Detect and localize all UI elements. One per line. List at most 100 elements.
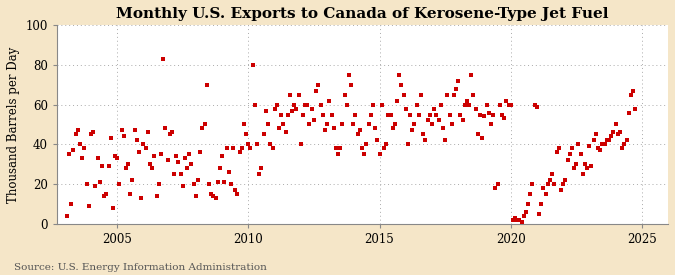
Point [523,202,534,206]
Point [243,142,254,147]
Point [573,142,584,147]
Point [350,112,361,117]
Point [512,218,522,222]
Point [103,164,114,169]
Point [427,122,437,127]
Point [365,112,376,117]
Point [549,182,560,186]
Point [313,82,324,87]
Point [346,82,356,87]
Point [276,112,287,117]
Point [90,184,101,188]
Point [112,156,123,161]
Point [136,196,146,200]
Point [232,192,243,196]
Point [619,142,630,147]
Point [538,186,549,190]
Point [123,162,134,166]
Point [481,102,492,107]
Point [462,98,472,103]
Point [192,178,203,182]
Point [171,154,182,158]
Point [422,118,433,123]
Point [514,218,524,222]
Point [317,112,328,117]
Point [208,194,219,198]
Point [213,180,223,185]
Point [271,102,282,107]
Point [603,138,614,143]
Point [506,102,516,107]
Point [508,218,518,222]
Point [374,152,385,156]
Point [221,146,232,150]
Point [215,166,225,170]
Point [280,130,291,135]
Point [460,102,470,107]
Point [383,112,394,117]
Point [545,178,556,182]
Point [425,112,435,117]
Point [120,166,131,170]
Point [197,126,208,131]
Point [176,172,186,177]
Point [405,112,416,117]
Point [540,192,551,196]
Point [217,154,227,158]
Point [370,126,381,131]
Point [394,73,404,77]
Point [110,154,121,158]
Point [84,204,95,208]
Point [284,92,295,97]
Point [433,118,444,123]
Point [167,130,178,135]
Point [589,138,599,143]
Point [510,216,520,220]
Point [324,98,335,103]
Point [536,202,547,206]
Point [582,166,593,170]
Point [485,122,496,127]
Point [322,122,333,127]
Point [464,102,475,107]
Point [149,154,160,158]
Point [488,112,499,117]
Point [265,142,275,147]
Point [132,138,142,143]
Point [164,132,175,137]
Point [617,146,628,150]
Point [250,102,261,107]
Point [77,156,88,161]
Point [494,102,505,107]
Point [125,192,136,196]
Point [263,122,273,127]
Point [490,186,501,190]
Point [483,110,494,115]
Point [225,182,236,186]
Point [342,102,352,107]
Point [429,106,439,111]
Point [162,158,173,163]
Point [306,106,317,111]
Point [97,164,107,169]
Point [219,180,230,185]
Point [468,92,479,97]
Point [437,126,448,131]
Point [525,192,536,196]
Point [372,138,383,143]
Point [361,142,372,147]
Point [472,132,483,137]
Point [296,142,306,147]
Point [204,182,215,186]
Point [186,162,197,166]
Point [554,146,564,150]
Point [400,106,411,111]
Point [564,152,575,156]
Point [414,112,425,117]
Point [402,142,413,147]
Point [359,152,370,156]
Point [333,152,344,156]
Point [623,110,634,115]
Point [287,108,298,113]
Point [497,112,508,117]
